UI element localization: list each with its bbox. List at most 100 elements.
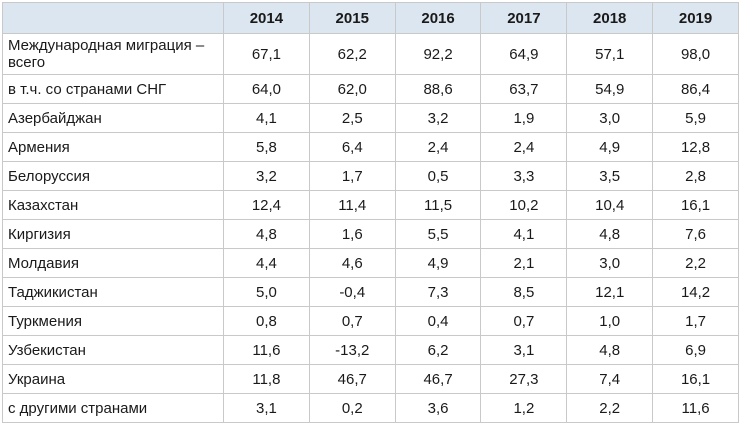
value-cell: 2,4 — [480, 132, 568, 162]
value-cell: 0,5 — [394, 161, 482, 191]
value-cell: 5,8 — [223, 132, 310, 162]
year-header: 2017 — [480, 2, 568, 34]
value-cell: 86,4 — [652, 74, 739, 104]
table-row-total: Международная миграция – всего 67,1 62,2… — [2, 33, 739, 75]
value-cell: 3,5 — [566, 161, 654, 191]
value-cell: 57,1 — [566, 33, 654, 75]
value-cell: 5,0 — [223, 277, 310, 307]
value-cell: 0,7 — [480, 306, 568, 336]
row-label: Украина — [2, 364, 224, 394]
value-cell: 1,6 — [308, 219, 396, 249]
row-label: Казахстан — [2, 190, 224, 220]
value-cell: 2,8 — [652, 161, 739, 191]
value-cell: 64,0 — [223, 74, 310, 104]
table-body: Международная миграция – всего 67,1 62,2… — [2, 33, 739, 423]
value-cell: 27,3 — [480, 364, 568, 394]
value-cell: 54,9 — [566, 74, 654, 104]
value-cell: 3,3 — [480, 161, 568, 191]
table-row: Таджикистан 5,0 -0,4 7,3 8,5 12,1 14,2 — [2, 277, 739, 307]
value-cell: 7,4 — [566, 364, 654, 394]
row-label: Азербайджан — [2, 103, 224, 133]
value-cell: 6,4 — [308, 132, 396, 162]
value-cell: 1,9 — [480, 103, 568, 133]
year-header: 2015 — [308, 2, 396, 34]
value-cell: 12,1 — [566, 277, 654, 307]
row-label: Таджикистан — [2, 277, 224, 307]
value-cell: 2,1 — [480, 248, 568, 278]
value-cell: 4,9 — [394, 248, 482, 278]
value-cell: 1,0 — [566, 306, 654, 336]
value-cell: 0,4 — [394, 306, 482, 336]
table-header: 2014 2015 2016 2017 2018 2019 — [2, 2, 739, 34]
row-label: Молдавия — [2, 248, 224, 278]
row-label: Туркмения — [2, 306, 224, 336]
value-cell: 1,2 — [480, 393, 568, 423]
value-cell: 2,5 — [308, 103, 396, 133]
header-row: 2014 2015 2016 2017 2018 2019 — [2, 2, 739, 34]
header-corner-cell — [2, 2, 224, 34]
value-cell: 3,6 — [394, 393, 482, 423]
value-cell: 62,0 — [308, 74, 396, 104]
value-cell: 2,2 — [566, 393, 654, 423]
value-cell: 62,2 — [308, 33, 396, 75]
table-row: Украина 11,8 46,7 46,7 27,3 7,4 16,1 — [2, 364, 739, 394]
value-cell: 5,5 — [394, 219, 482, 249]
row-label: с другими странами — [2, 393, 224, 423]
table-row: с другими странами 3,1 0,2 3,6 1,2 2,2 1… — [2, 393, 739, 423]
value-cell: 11,4 — [308, 190, 396, 220]
table-row: в т.ч. со странами СНГ 64,0 62,0 88,6 63… — [2, 74, 739, 104]
table-row: Туркмения 0,8 0,7 0,4 0,7 1,0 1,7 — [2, 306, 739, 336]
table-row: Киргизия 4,8 1,6 5,5 4,1 4,8 7,6 — [2, 219, 739, 249]
row-label: Белоруссия — [2, 161, 224, 191]
year-header: 2016 — [394, 2, 482, 34]
value-cell: 10,4 — [566, 190, 654, 220]
year-header: 2014 — [223, 2, 310, 34]
table-row: Узбекистан 11,6 -13,2 6,2 3,1 4,8 6,9 — [2, 335, 739, 365]
value-cell: 4,1 — [223, 103, 310, 133]
value-cell: 6,2 — [394, 335, 482, 365]
value-cell: 1,7 — [652, 306, 739, 336]
value-cell: 1,7 — [308, 161, 396, 191]
value-cell: 3,2 — [223, 161, 310, 191]
value-cell: 0,7 — [308, 306, 396, 336]
value-cell: 4,8 — [223, 219, 310, 249]
value-cell: 11,6 — [223, 335, 310, 365]
value-cell: 10,2 — [480, 190, 568, 220]
year-header: 2018 — [566, 2, 654, 34]
value-cell: 3,1 — [480, 335, 568, 365]
table-row: Казахстан 12,4 11,4 11,5 10,2 10,4 16,1 — [2, 190, 739, 220]
value-cell: 0,8 — [223, 306, 310, 336]
value-cell: 11,6 — [652, 393, 739, 423]
value-cell: 3,1 — [223, 393, 310, 423]
row-label: Международная миграция – всего — [2, 33, 224, 75]
value-cell: 7,6 — [652, 219, 739, 249]
value-cell: 63,7 — [480, 74, 568, 104]
table-row: Азербайджан 4,1 2,5 3,2 1,9 3,0 5,9 — [2, 103, 739, 133]
value-cell: 2,4 — [394, 132, 482, 162]
value-cell: -13,2 — [308, 335, 396, 365]
value-cell: 3,0 — [566, 103, 654, 133]
value-cell: 67,1 — [223, 33, 310, 75]
value-cell: 12,4 — [223, 190, 310, 220]
value-cell: 4,6 — [308, 248, 396, 278]
value-cell: 3,0 — [566, 248, 654, 278]
value-cell: 14,2 — [652, 277, 739, 307]
value-cell: 16,1 — [652, 190, 739, 220]
value-cell: 11,5 — [394, 190, 482, 220]
value-cell: 0,2 — [308, 393, 396, 423]
value-cell: 4,8 — [566, 335, 654, 365]
row-label: в т.ч. со странами СНГ — [2, 74, 224, 104]
value-cell: 46,7 — [394, 364, 482, 394]
value-cell: 12,8 — [652, 132, 739, 162]
value-cell: 2,2 — [652, 248, 739, 278]
value-cell: 16,1 — [652, 364, 739, 394]
value-cell: -0,4 — [308, 277, 396, 307]
value-cell: 92,2 — [394, 33, 482, 75]
value-cell: 4,4 — [223, 248, 310, 278]
value-cell: 4,8 — [566, 219, 654, 249]
table-row: Белоруссия 3,2 1,7 0,5 3,3 3,5 2,8 — [2, 161, 739, 191]
value-cell: 46,7 — [308, 364, 396, 394]
value-cell: 4,1 — [480, 219, 568, 249]
table-row: Молдавия 4,4 4,6 4,9 2,1 3,0 2,2 — [2, 248, 739, 278]
